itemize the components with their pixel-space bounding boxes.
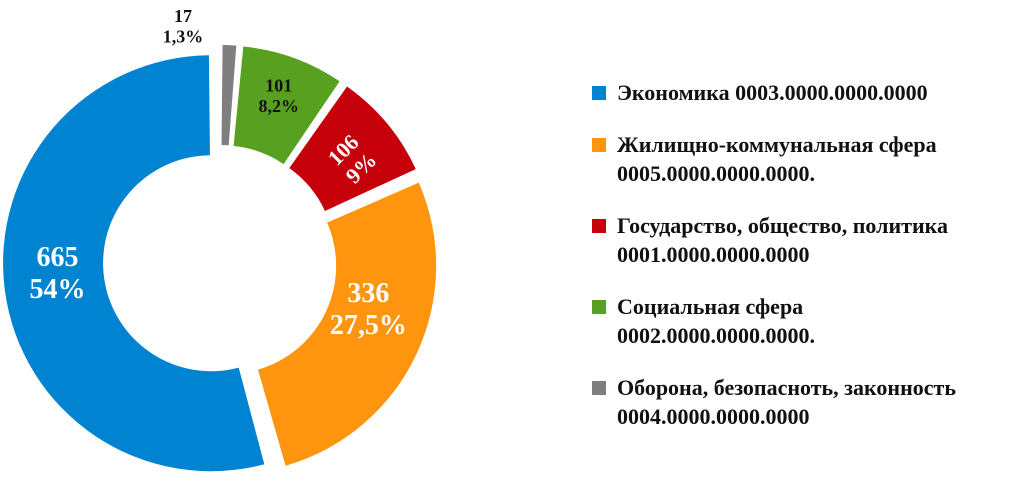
legend-swatch-economy: [592, 86, 606, 100]
legend-item-defense: Оборона, безопасноть, законность 0004.00…: [592, 373, 1024, 431]
legend-item-social: Социальная сфера 0002.0000.0000.0000.: [592, 292, 1024, 350]
legend-swatch-defense: [592, 381, 606, 395]
legend-item-economy: Экономика 0003.0000.0000.0000: [592, 78, 1024, 107]
legend-item-state: Государство, общество, политика 0001.000…: [592, 211, 1024, 269]
donut-slice: [221, 45, 237, 146]
donut-slice: [233, 46, 340, 165]
donut-chart: 17 1,3%101 8,2%1069%336 27,5%665 54%: [3, 6, 437, 472]
legend-code: 0001.0000.0000.0000: [617, 242, 810, 267]
donut-slices: [3, 45, 437, 472]
legend-swatch-state: [592, 219, 606, 233]
slice-data-label: 665 54%: [29, 242, 85, 305]
slice-data-label: 336 27,5%: [330, 278, 407, 341]
donut-slice: [257, 182, 437, 466]
donut-slice: [3, 55, 265, 472]
legend-swatch-housing: [592, 138, 606, 152]
slice-data-label: 17 1,3%: [163, 6, 204, 47]
slice-labels: 17 1,3%101 8,2%1069%336 27,5%665 54%: [29, 6, 406, 341]
legend-label: Государство, общество, политика: [617, 213, 948, 238]
legend-label: Оборона, безопасноть, законность: [617, 375, 956, 400]
donut-slice: [289, 86, 416, 211]
chart-legend: Экономика 0003.0000.0000.0000 Жилищно-ко…: [592, 78, 1024, 454]
legend-label: Жилищно-коммунальная сфера: [617, 132, 937, 157]
legend-label: Экономика 0003.0000.0000.0000: [617, 80, 928, 105]
slice-data-label: 101 8,2%: [258, 75, 299, 116]
legend-label: Социальная сфера: [617, 294, 804, 319]
legend-swatch-social: [592, 300, 606, 314]
legend-code: 0005.0000.0000.0000.: [617, 161, 815, 186]
legend-code: 0004.0000.0000.0000: [617, 404, 810, 429]
legend-item-housing: Жилищно-коммунальная сфера 0005.0000.000…: [592, 130, 1024, 188]
legend-code: 0002.0000.0000.0000.: [617, 323, 815, 348]
